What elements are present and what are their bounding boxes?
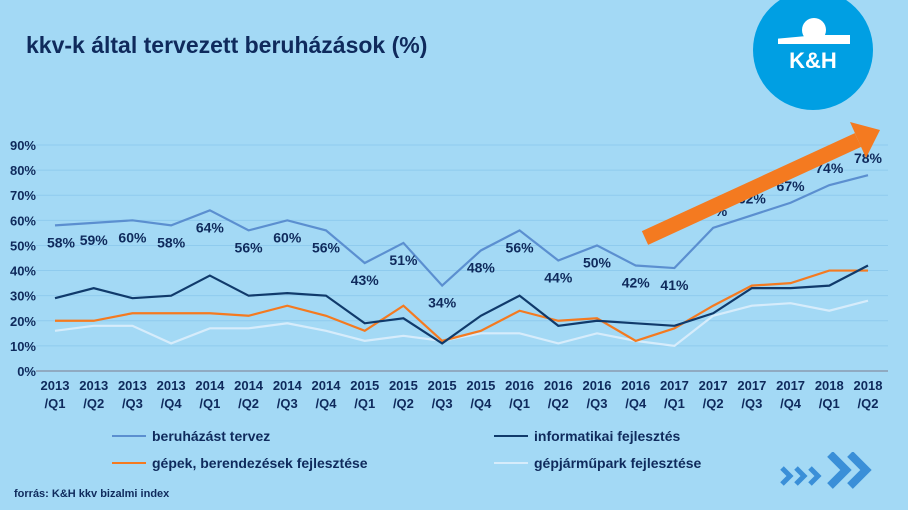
data-label: 34% [428, 295, 457, 311]
legend-item-gepek: gépek, berendezések fejlesztése [112, 455, 368, 471]
legend-item-gepjarmu: gépjárműpark fejlesztése [494, 455, 701, 471]
data-label: 43% [351, 272, 380, 288]
data-label: 44% [544, 270, 573, 286]
series-line-0 [54, 174, 869, 288]
legend-item-informatika: informatikai fejlesztés [494, 428, 680, 444]
chevrons-icon [780, 452, 872, 489]
kh-logo: K&H [753, 0, 873, 110]
x-tick-label: 2014 [234, 378, 264, 393]
x-tick-label: /Q4 [625, 396, 647, 411]
x-tick-label: /Q1 [354, 396, 375, 411]
data-label: 78% [854, 150, 883, 166]
x-tick-label: /Q2 [858, 396, 879, 411]
x-tick-label: /Q2 [83, 396, 104, 411]
data-label: 41% [660, 277, 689, 293]
data-label: 48% [467, 259, 496, 275]
y-tick-label: 0% [17, 364, 36, 379]
x-tick-label: /Q2 [393, 396, 414, 411]
series-line-2 [55, 269, 868, 343]
y-tick-label: 90% [10, 138, 36, 153]
legend-label: gépjárműpark fejlesztése [534, 455, 702, 471]
legend-label: informatikai fejlesztés [534, 428, 681, 444]
x-tick-label: /Q4 [316, 396, 338, 411]
x-tick-label: 2017 [699, 378, 728, 393]
source-note: forrás: K&H kkv bizalmi index [14, 488, 170, 500]
x-tick-label: 2017 [737, 378, 766, 393]
x-tick-label: 2017 [660, 378, 689, 393]
x-tick-label: 2018 [815, 378, 844, 393]
y-tick-label: 70% [10, 188, 36, 203]
x-tick-label: 2014 [195, 378, 225, 393]
legend-label: beruházást tervez [152, 428, 271, 444]
x-tick-label: /Q3 [432, 396, 453, 411]
x-tick-label: /Q1 [819, 396, 840, 411]
legend-swatch [112, 435, 146, 437]
x-tick-label: /Q1 [199, 396, 220, 411]
x-tick-label: 2015 [389, 378, 418, 393]
data-label: 56% [312, 239, 341, 255]
x-tick-label: 2013 [79, 378, 108, 393]
trend-arrow [641, 122, 880, 245]
x-tick-label: /Q3 [122, 396, 143, 411]
x-tick-label: /Q3 [741, 396, 762, 411]
y-tick-label: 40% [10, 264, 36, 279]
x-tick-label: /Q1 [45, 396, 66, 411]
series-line-3 [54, 299, 869, 348]
x-tick-label: /Q4 [161, 396, 183, 411]
y-tick-label: 80% [10, 163, 36, 178]
chart-title: kkv-k által tervezett beruházások (%) [26, 32, 428, 58]
x-tick-label: /Q2 [238, 396, 259, 411]
y-tick-label: 20% [10, 314, 36, 329]
data-label: 60% [118, 229, 147, 245]
data-label: 58% [157, 234, 186, 250]
x-tick-label: 2016 [505, 378, 534, 393]
x-tick-label: 2016 [583, 378, 612, 393]
x-tick-label: 2017 [776, 378, 805, 393]
data-label: 56% [506, 239, 535, 255]
x-tick-label: 2014 [273, 378, 303, 393]
x-tick-label: /Q1 [664, 396, 685, 411]
x-tick-label: 2013 [118, 378, 147, 393]
x-tick-label: 2016 [621, 378, 650, 393]
x-tick-label: /Q2 [548, 396, 569, 411]
legend-swatch [494, 462, 528, 464]
x-tick-label: 2013 [41, 378, 70, 393]
data-label: 58% [47, 234, 76, 250]
data-label: 59% [80, 232, 109, 248]
x-tick-label: /Q1 [509, 396, 530, 411]
x-tick-label: /Q4 [780, 396, 802, 411]
logo-text: K&H [789, 48, 837, 73]
legend-swatch [112, 462, 146, 464]
y-tick-label: 60% [10, 213, 36, 228]
x-tick-label: 2015 [428, 378, 457, 393]
y-tick-label: 10% [10, 339, 36, 354]
x-tick-label: 2015 [466, 378, 495, 393]
x-tick-label: /Q3 [587, 396, 608, 411]
x-tick-label: 2018 [854, 378, 883, 393]
series-line-1 [54, 264, 869, 345]
y-tick-label: 50% [10, 238, 36, 253]
legend-label: gépek, berendezések fejlesztése [152, 455, 368, 471]
legend-item-beruhazas: beruházást tervez [112, 428, 270, 444]
x-tick-label: /Q3 [277, 396, 298, 411]
x-tick-label: 2016 [544, 378, 573, 393]
logo-bar-shape [778, 35, 850, 44]
legend-swatch [494, 435, 528, 437]
data-label: 51% [389, 252, 418, 268]
data-label: 64% [196, 219, 225, 235]
data-label: 50% [583, 254, 612, 270]
data-label: 56% [235, 239, 264, 255]
x-tick-label: /Q4 [470, 396, 492, 411]
x-tick-label: 2014 [312, 378, 342, 393]
data-label: 60% [273, 229, 302, 245]
y-tick-label: 30% [10, 289, 36, 304]
data-label: 42% [622, 275, 651, 291]
x-tick-label: 2013 [157, 378, 186, 393]
x-tick-label: /Q2 [703, 396, 724, 411]
x-tick-label: 2015 [350, 378, 379, 393]
